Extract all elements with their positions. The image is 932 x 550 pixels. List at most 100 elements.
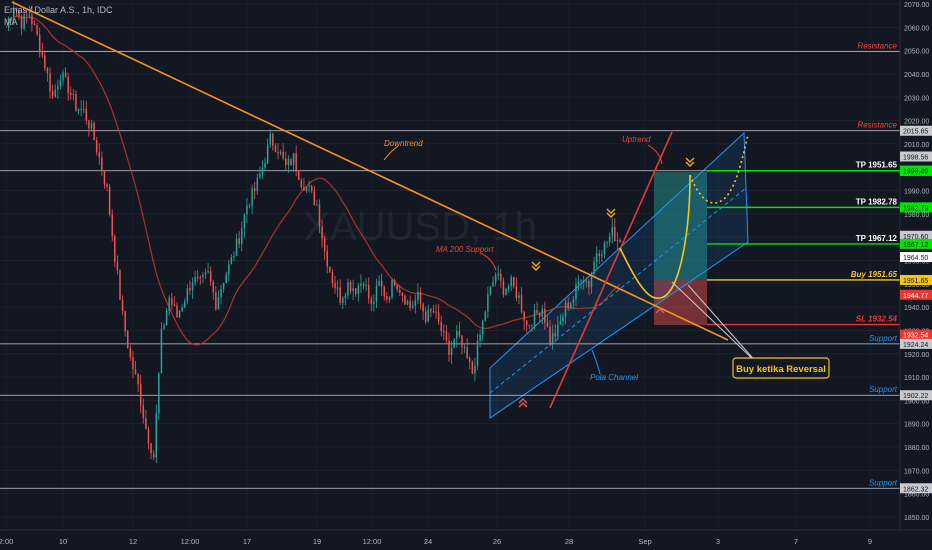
- price-tick-label: 1950.00: [904, 282, 929, 289]
- price-tag: [900, 338, 932, 349]
- price-tick-label: 1860.00: [904, 492, 929, 499]
- candle-body: [132, 356, 134, 370]
- candle-body: [199, 277, 202, 279]
- candle-body: [82, 108, 85, 110]
- candle-body: [196, 276, 199, 278]
- watermark: XAUUSD, 1h: [303, 205, 536, 249]
- candle-body: [401, 292, 404, 296]
- candle-body: [168, 297, 170, 312]
- callout-text: Buy ketika Reversal: [736, 364, 826, 375]
- candle-body: [360, 283, 362, 286]
- uptrend-line: [549, 131, 673, 409]
- arrow-markers: [531, 157, 695, 271]
- tp-price-tag: [900, 165, 932, 176]
- candle-body: [427, 309, 430, 322]
- price-tag: [900, 125, 932, 136]
- candle-body: [570, 303, 572, 309]
- candle-body: [523, 311, 525, 321]
- candle-body: [502, 280, 505, 295]
- time-axis-ticks: 2:00 10 12 12:00 17 19 12:00 24 26 28 Sep 3 7 9: [0, 537, 872, 546]
- candle-body: [88, 120, 90, 129]
- candle-body: [331, 271, 334, 283]
- candle-body: [57, 86, 59, 90]
- price-tick-label: 2070.00: [904, 2, 929, 9]
- candle-body: [422, 303, 424, 312]
- candle-body: [220, 288, 222, 298]
- time-tick-label: 17: [243, 537, 251, 546]
- candle-body: [590, 274, 593, 288]
- candles: [7, 0, 621, 464]
- candle-body: [489, 286, 492, 295]
- projection-reversal-curve: [619, 174, 691, 299]
- price-tag: [900, 289, 932, 300]
- candle-body: [619, 240, 621, 242]
- price-axis-ticks: 2070.00 2060.00 2050.00 2040.00 2030.00 2020.…: [904, 2, 929, 522]
- price-tag-text: 1932.54: [903, 333, 928, 340]
- candle-body: [72, 94, 75, 96]
- price-tag-text: 1924.24: [903, 342, 928, 349]
- candle-body: [378, 280, 380, 286]
- candle-body: [474, 365, 476, 374]
- candle-body: [347, 282, 349, 296]
- candle-body: [160, 328, 163, 374]
- candle-body: [261, 167, 264, 174]
- candle-body: [373, 301, 375, 304]
- candle-body: [541, 308, 544, 317]
- price-tag: [900, 329, 932, 340]
- candle-body: [256, 177, 259, 192]
- candle-body: [28, 14, 31, 16]
- candle-body: [611, 226, 613, 237]
- candle-body: [313, 190, 316, 205]
- candle-body: [588, 280, 590, 288]
- candle-body: [575, 284, 577, 299]
- candle-body: [186, 288, 189, 302]
- candle-body: [357, 285, 360, 294]
- price-tick-label: 2010.00: [904, 142, 929, 149]
- ma-line-path: [5, 15, 621, 346]
- time-tick-label: 24: [424, 537, 432, 546]
- price-tick-label: 1980.00: [904, 212, 929, 219]
- candle-body: [18, 11, 20, 17]
- candle-body: [106, 184, 108, 187]
- candle-body: [264, 163, 266, 168]
- time-tick-label: 3: [716, 537, 720, 546]
- time-axis[interactable]: [0, 530, 900, 550]
- candle-body: [116, 261, 119, 271]
- projection-dotted-curve: [689, 134, 749, 204]
- candle-body: [544, 308, 546, 323]
- candle-body: [15, 7, 18, 12]
- price-tick-label: 1850.00: [904, 515, 929, 522]
- candle-body: [409, 301, 411, 308]
- candle-body: [310, 185, 313, 191]
- candle-body: [461, 335, 463, 347]
- candle-body: [536, 310, 538, 314]
- candle-body: [290, 158, 292, 165]
- candle-body: [279, 151, 282, 154]
- candle-body: [411, 305, 414, 308]
- tp-price-tag-text: 1982.79: [903, 205, 928, 212]
- candle-body: [111, 214, 113, 237]
- candle-body: [80, 109, 82, 111]
- chevron-up-icon: [655, 308, 665, 314]
- price-tag: [900, 483, 932, 494]
- candle-body: [121, 299, 124, 312]
- candle-body: [554, 333, 556, 337]
- candle-body: [25, 14, 28, 16]
- candle-body: [354, 288, 357, 294]
- candle-body: [616, 240, 619, 242]
- chevron-down-icon: [531, 265, 541, 271]
- candle-body: [295, 153, 297, 171]
- time-tick-label: 7: [794, 537, 798, 546]
- candle-body: [538, 313, 541, 317]
- candle-body: [365, 284, 367, 287]
- candle-body: [298, 170, 300, 180]
- callout-box: [732, 357, 830, 379]
- candle-body: [419, 292, 422, 304]
- ma-support-pointer: [479, 252, 497, 271]
- candle-body: [318, 204, 321, 227]
- downtrend-label: Downtrend: [384, 139, 423, 148]
- candle-body: [31, 14, 33, 25]
